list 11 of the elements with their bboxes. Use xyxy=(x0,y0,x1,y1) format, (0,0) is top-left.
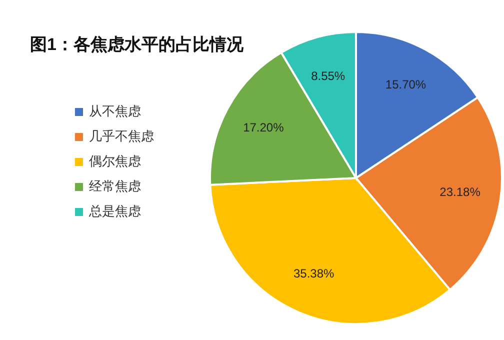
legend-label: 经常焦虑 xyxy=(89,178,141,194)
legend-label: 几乎不焦虑 xyxy=(89,128,154,144)
chart-title: 图1：各焦虑水平的占比情况 xyxy=(30,35,244,54)
data-label: 17.20% xyxy=(243,120,284,134)
legend-label: 偶尔焦虑 xyxy=(89,153,141,168)
data-label: 15.70% xyxy=(385,78,426,92)
data-label: 35.38% xyxy=(294,266,335,280)
legend-label: 总是焦虑 xyxy=(88,203,141,218)
legend-label: 从不焦虑 xyxy=(89,103,141,118)
data-label: 8.55% xyxy=(311,68,346,83)
data-label: 23.18% xyxy=(440,185,481,200)
